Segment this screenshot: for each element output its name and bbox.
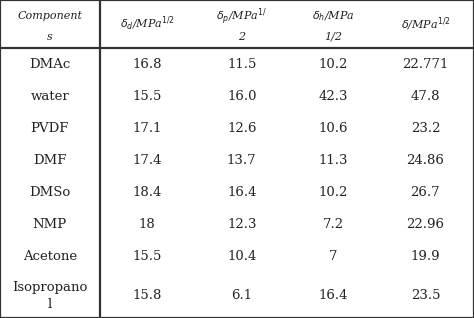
Text: 16.4: 16.4 — [318, 289, 348, 302]
Text: $\delta_p$/MPa$^{1/}$: $\delta_p$/MPa$^{1/}$ — [216, 6, 267, 27]
Text: 18.4: 18.4 — [132, 186, 162, 199]
Text: DMF: DMF — [33, 154, 66, 167]
Text: 13.7: 13.7 — [227, 154, 256, 167]
Text: 15.5: 15.5 — [132, 250, 162, 263]
Text: DMSo: DMSo — [29, 186, 71, 199]
Text: NMP: NMP — [33, 218, 67, 231]
Text: 10.4: 10.4 — [227, 250, 256, 263]
Text: 12.6: 12.6 — [227, 122, 256, 135]
Text: 42.3: 42.3 — [318, 90, 348, 103]
Text: 15.5: 15.5 — [132, 90, 162, 103]
Text: 16.0: 16.0 — [227, 90, 256, 103]
Text: 12.3: 12.3 — [227, 218, 256, 231]
Text: 7: 7 — [329, 250, 337, 263]
Text: Isopropano: Isopropano — [12, 281, 88, 294]
Text: 16.4: 16.4 — [227, 186, 256, 199]
Text: Component: Component — [17, 11, 82, 21]
Text: 7.2: 7.2 — [322, 218, 344, 231]
Text: 10.6: 10.6 — [318, 122, 348, 135]
Text: 26.7: 26.7 — [410, 186, 440, 199]
Text: 19.9: 19.9 — [410, 250, 440, 263]
Text: 23.5: 23.5 — [410, 289, 440, 302]
Text: 22.96: 22.96 — [406, 218, 445, 231]
Text: 17.4: 17.4 — [132, 154, 162, 167]
Text: $\delta_d$/MPa$^{1/2}$: $\delta_d$/MPa$^{1/2}$ — [119, 15, 174, 33]
Text: 11.3: 11.3 — [318, 154, 348, 167]
Text: 24.86: 24.86 — [407, 154, 444, 167]
Text: $\delta$/MPa$^{1/2}$: $\delta$/MPa$^{1/2}$ — [401, 15, 450, 33]
Text: 47.8: 47.8 — [410, 90, 440, 103]
Text: Acetone: Acetone — [23, 250, 77, 263]
Text: 10.2: 10.2 — [319, 58, 347, 71]
Text: 16.8: 16.8 — [132, 58, 162, 71]
Text: l: l — [48, 299, 52, 312]
Text: 18: 18 — [138, 218, 155, 231]
Text: 17.1: 17.1 — [132, 122, 162, 135]
Text: 10.2: 10.2 — [319, 186, 347, 199]
Text: 2: 2 — [238, 32, 246, 42]
Text: 11.5: 11.5 — [227, 58, 256, 71]
Text: water: water — [30, 90, 69, 103]
Text: 1/2: 1/2 — [324, 32, 342, 42]
Text: 22.771: 22.771 — [402, 58, 448, 71]
Text: 6.1: 6.1 — [231, 289, 252, 302]
Text: 23.2: 23.2 — [410, 122, 440, 135]
Text: s: s — [47, 32, 53, 42]
Text: 15.8: 15.8 — [132, 289, 162, 302]
Text: PVDF: PVDF — [31, 122, 69, 135]
Text: DMAc: DMAc — [29, 58, 71, 71]
Text: $\delta_h$/MPa: $\delta_h$/MPa — [312, 10, 354, 23]
